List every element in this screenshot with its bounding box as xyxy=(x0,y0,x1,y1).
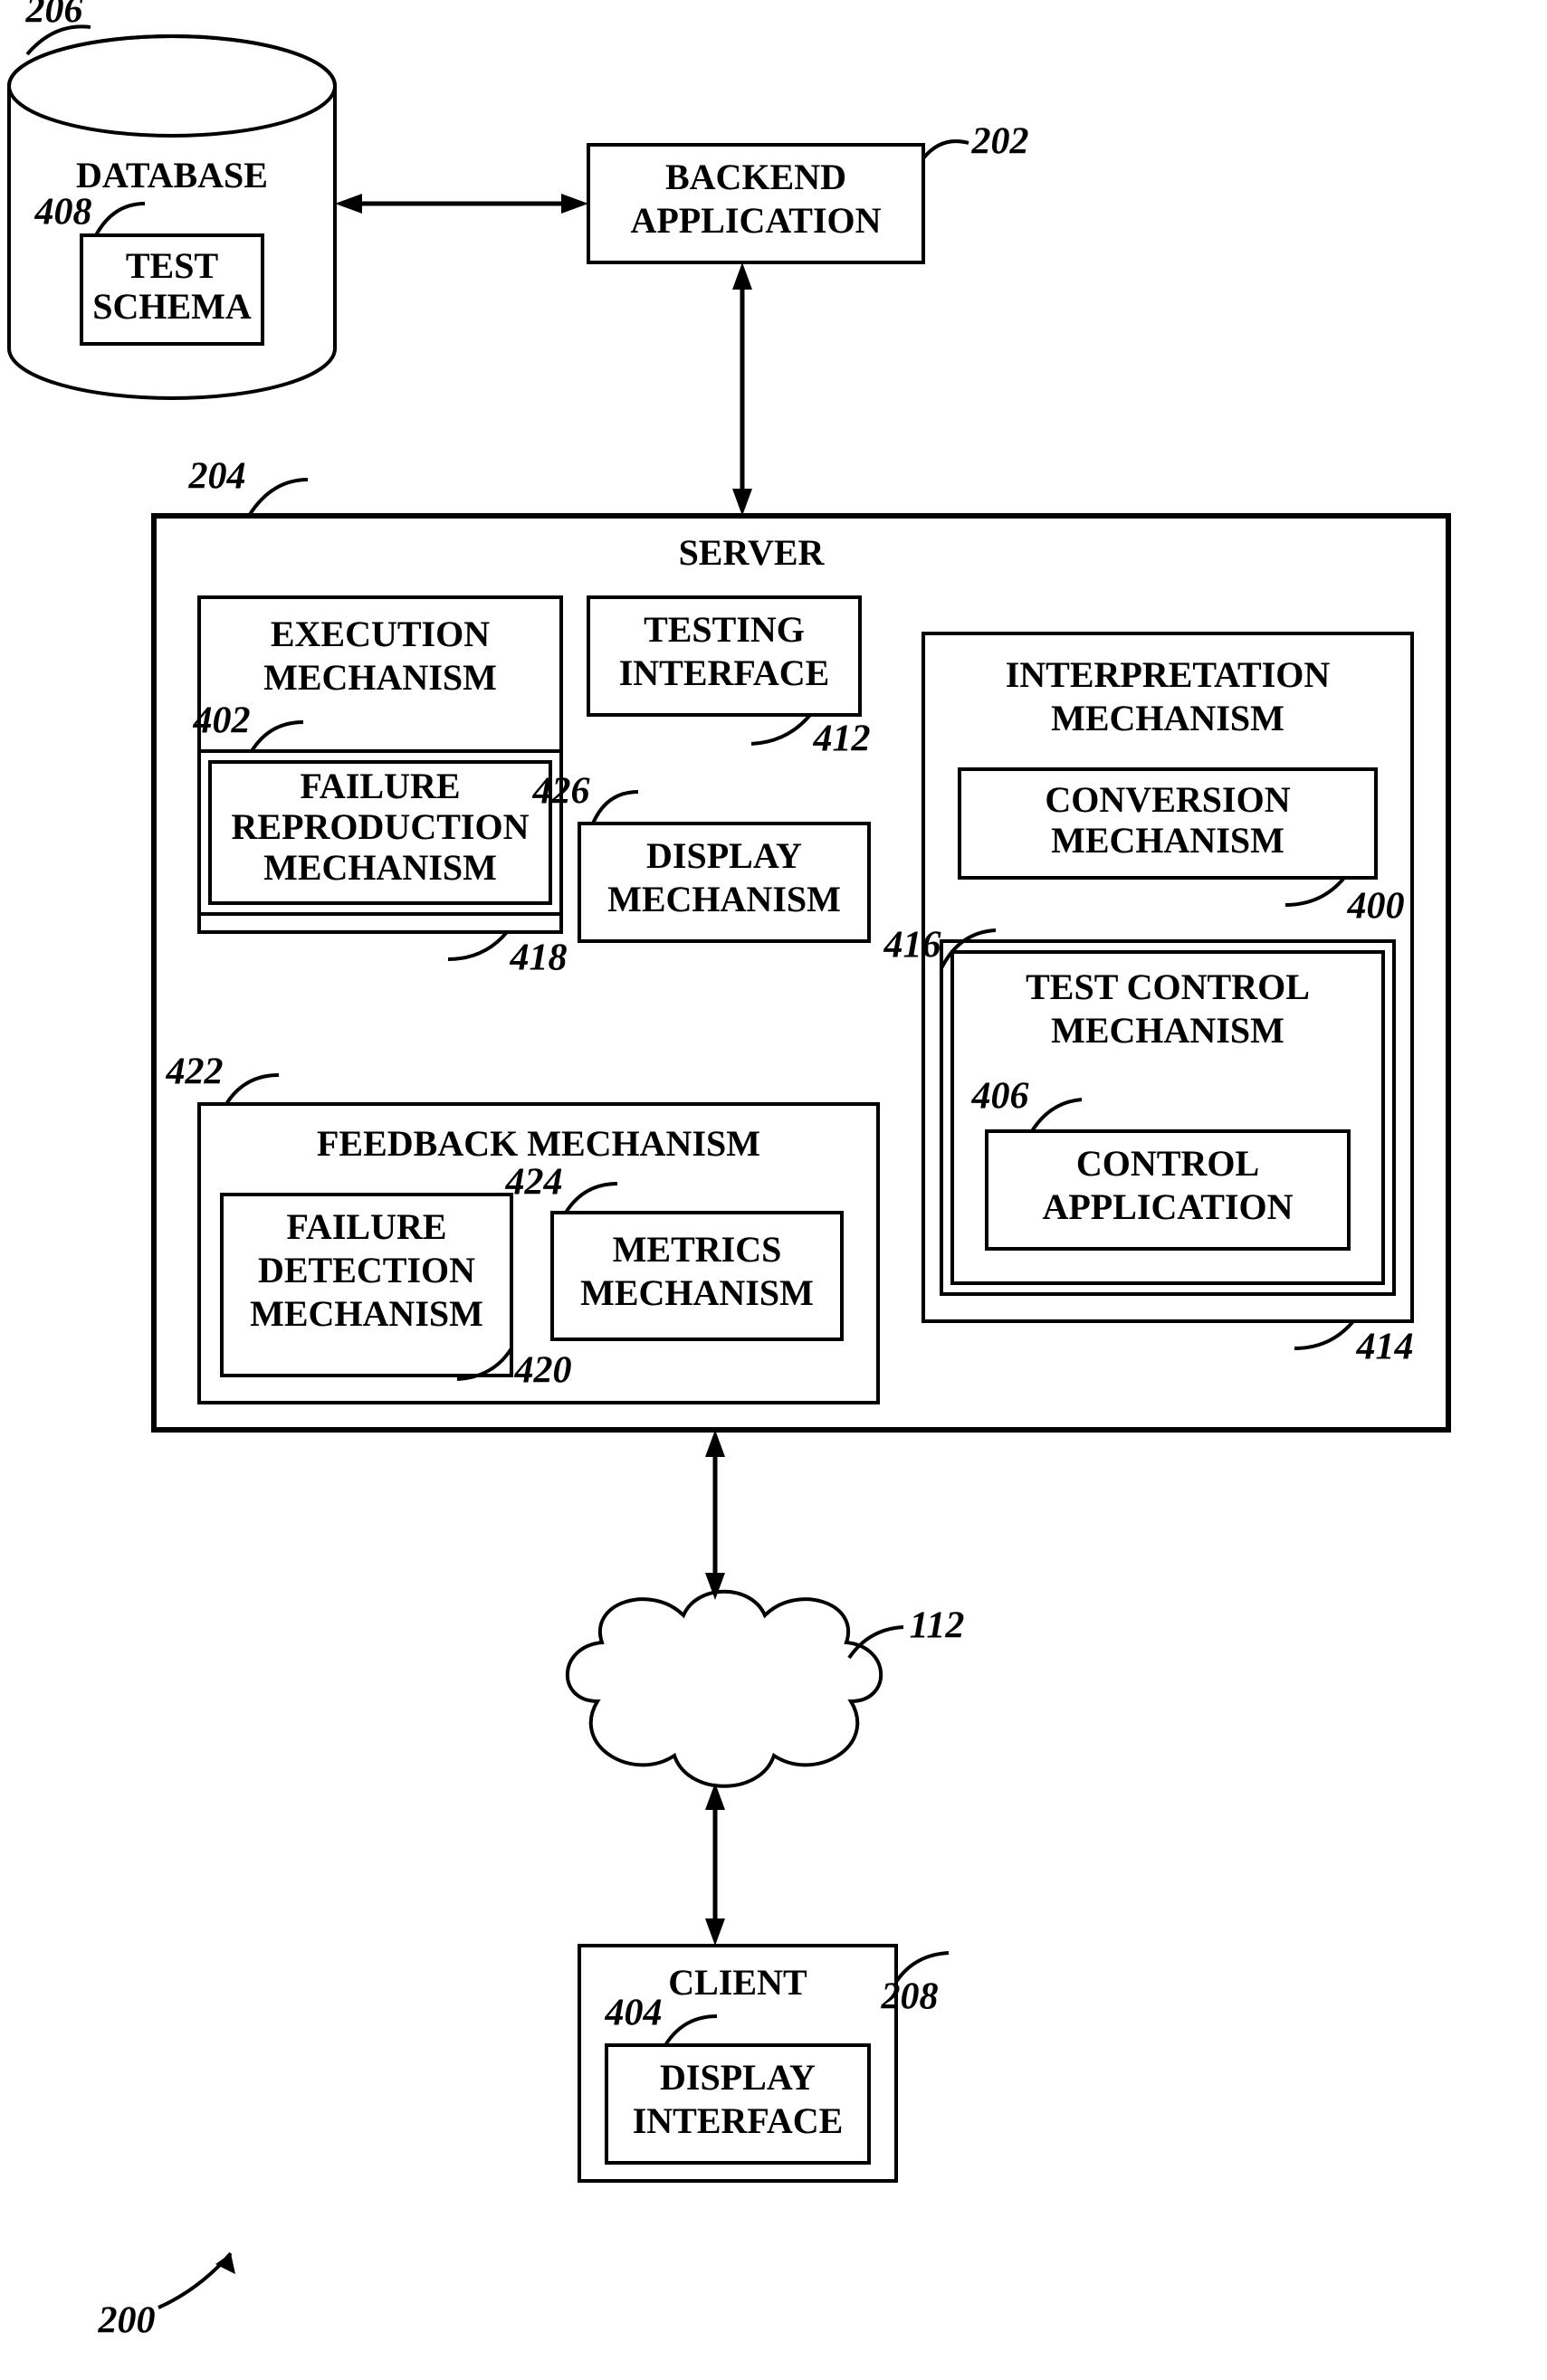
fail-repro-label1: FAILURE xyxy=(300,766,460,806)
fail-detect-label1: FAILURE xyxy=(286,1206,446,1247)
ref-400: 400 xyxy=(1347,886,1405,928)
ref-412: 412 xyxy=(813,719,871,760)
feedback-label: FEEDBACK MECHANISM xyxy=(317,1123,760,1164)
fail-detect-label2: DETECTION xyxy=(258,1250,475,1290)
leader-112 xyxy=(849,1627,903,1658)
leader-202 xyxy=(923,141,969,158)
ctrl-app-label1: CONTROL xyxy=(1076,1143,1259,1184)
ctrl-app-label2: APPLICATION xyxy=(1042,1186,1293,1227)
leader-422 xyxy=(226,1075,279,1104)
exec-mech-label1: EXECUTION xyxy=(271,614,490,654)
ref-208: 208 xyxy=(881,1976,939,2018)
display-mech-label2: MECHANISM xyxy=(607,879,841,919)
interp-mech-label1: INTERPRETATION xyxy=(1006,654,1331,695)
leader-204 xyxy=(249,480,308,516)
database-label: DATABASE xyxy=(76,155,268,195)
display-if-label2: INTERFACE xyxy=(633,2100,844,2141)
ref-424: 424 xyxy=(505,1162,563,1204)
ref-112: 112 xyxy=(910,1605,965,1647)
leader-402 xyxy=(252,722,303,751)
test-schema-label2: SCHEMA xyxy=(92,286,252,327)
leader-406 xyxy=(1032,1100,1082,1131)
backend-label1: BACKEND xyxy=(665,157,846,197)
display-if-label1: DISPLAY xyxy=(660,2057,816,2098)
client-label: CLIENT xyxy=(668,1962,807,2003)
interp-mech-label2: MECHANISM xyxy=(1051,698,1284,738)
cloud-node xyxy=(568,1592,881,1786)
test-schema-label1: TEST xyxy=(126,245,219,286)
conv-mech-label2: MECHANISM xyxy=(1051,820,1284,861)
ref-406: 406 xyxy=(971,1076,1029,1118)
ref-202: 202 xyxy=(971,121,1029,163)
ref-416: 416 xyxy=(883,925,941,966)
fail-detect-label3: MECHANISM xyxy=(250,1293,483,1334)
ref-204: 204 xyxy=(188,456,246,498)
arrowhead-200 xyxy=(215,2253,235,2274)
test-ctrl-label2: MECHANISM xyxy=(1051,1010,1284,1051)
fail-repro-label3: MECHANISM xyxy=(263,847,497,888)
exec-mech-label2: MECHANISM xyxy=(263,657,497,698)
leader-426 xyxy=(593,792,638,823)
conv-mech-label1: CONVERSION xyxy=(1045,779,1290,820)
testing-if-label1: TESTING xyxy=(644,609,805,650)
leader-404 xyxy=(665,2016,717,2045)
leader-414 xyxy=(1294,1321,1353,1348)
ref-420: 420 xyxy=(514,1350,572,1392)
leader-418 xyxy=(448,932,507,959)
metrics-label2: MECHANISM xyxy=(580,1272,814,1313)
leader-416 xyxy=(941,930,996,968)
backend-label2: APPLICATION xyxy=(630,200,881,241)
display-mech-label1: DISPLAY xyxy=(646,835,802,876)
testing-if-label2: INTERFACE xyxy=(619,652,830,693)
ref-206: 206 xyxy=(25,0,83,32)
ref-422: 422 xyxy=(166,1052,224,1093)
ref-414: 414 xyxy=(1356,1327,1414,1368)
leader-412 xyxy=(751,715,810,744)
ref-402: 402 xyxy=(193,700,251,742)
ref-404: 404 xyxy=(605,1993,663,2034)
leader-408 xyxy=(96,204,145,235)
fail-repro-label2: REPRODUCTION xyxy=(232,806,530,847)
ref-408: 408 xyxy=(34,192,92,233)
server-label: SERVER xyxy=(679,532,826,573)
test-ctrl-label1: TEST CONTROL xyxy=(1026,966,1310,1007)
metrics-label1: METRICS xyxy=(613,1229,782,1270)
ref-418: 418 xyxy=(510,938,568,979)
leader-400 xyxy=(1285,878,1344,905)
ref-200: 200 xyxy=(98,2300,156,2342)
leader-424 xyxy=(566,1184,617,1213)
